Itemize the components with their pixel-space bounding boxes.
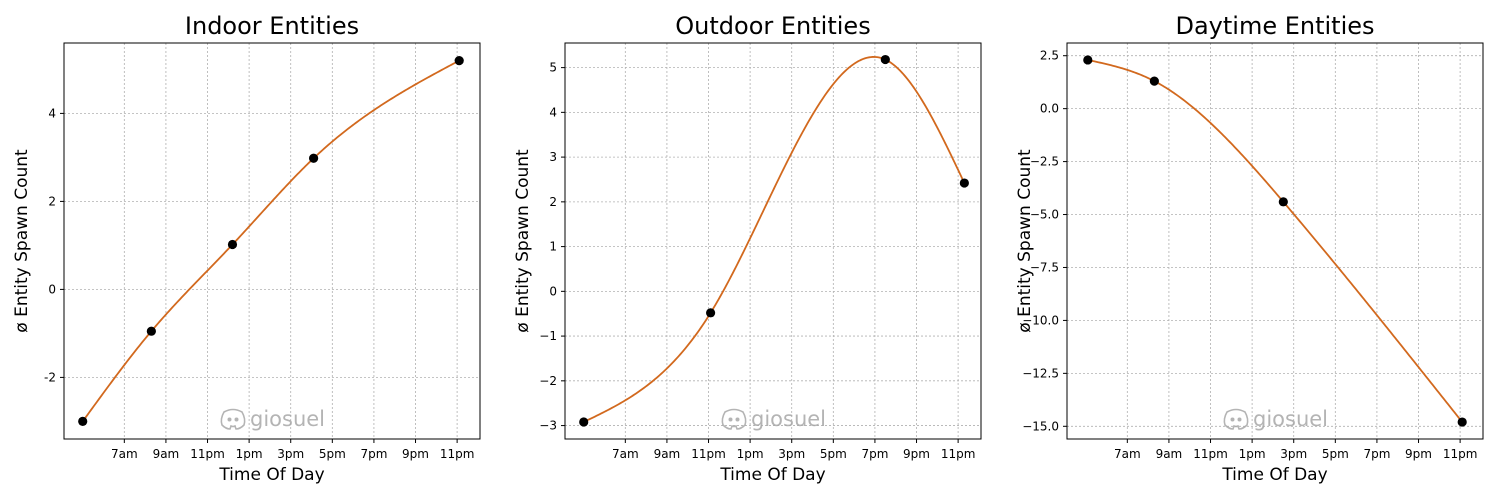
x-tick-label: 3pm — [277, 447, 304, 461]
x-axis-label: Time Of Day — [218, 465, 324, 485]
chart-panel-3: giosuel 7am 9am 11pm 1pm 3pm 5pm 7pm 9pm 11pm 2.5 0… — [1015, 12, 1484, 485]
y-tick-label: 0 — [48, 282, 56, 296]
chart-title: Outdoor Entities — [675, 12, 870, 40]
watermark: giosuel — [220, 407, 325, 431]
discord-icon — [721, 408, 747, 430]
x-tick-label: 7pm — [360, 447, 387, 461]
chart-panel-2: giosuel 7am 9am 11pm 1pm 3pm 5pm 7pm 9pm 11pm −3 −2… — [513, 12, 982, 485]
x-axis-label: Time Of Day — [719, 465, 825, 485]
watermark: giosuel — [721, 407, 826, 431]
x-tick-label: 9am — [654, 447, 681, 461]
data-point — [1149, 76, 1159, 86]
series-line — [1087, 59, 1463, 423]
data-point — [579, 417, 589, 427]
x-tick-label: 11pm — [1443, 447, 1478, 461]
x-tick-label: 1pm — [236, 447, 263, 461]
plot-area-frame — [564, 42, 982, 440]
series-line — [81, 59, 460, 422]
series-line — [583, 56, 966, 423]
x-tick-label: 9am — [153, 447, 180, 461]
x-tick-label: 11pm — [691, 447, 726, 461]
x-tick-label: 5pm — [820, 447, 847, 461]
x-tick-label: 11pm — [1193, 447, 1228, 461]
data-point — [309, 153, 319, 163]
x-tick-label: 5pm — [1322, 447, 1349, 461]
y-tick-label: −2.5 — [1030, 155, 1059, 169]
watermark-text: giosuel — [1253, 407, 1328, 431]
chart-title: Daytime Entities — [1175, 12, 1374, 40]
data-point — [880, 54, 890, 65]
y-tick-label: −7.5 — [1030, 260, 1059, 274]
watermark-text: giosuel — [751, 407, 826, 431]
x-tick-label: 1pm — [737, 447, 764, 461]
x-tick-label: 11pm — [190, 447, 225, 461]
y-axis-label: ø Entity Spawn Count — [1015, 149, 1035, 333]
y-tick-label: -2 — [44, 370, 56, 384]
x-tick-label: 9pm — [903, 447, 930, 461]
watermark-text: giosuel — [250, 407, 325, 431]
y-tick-label: 0.0 — [1040, 102, 1059, 116]
data-point — [146, 326, 156, 336]
x-axis-label: Time Of Day — [1221, 465, 1327, 485]
x-tick-label: 7pm — [1363, 447, 1390, 461]
data-point — [227, 239, 238, 250]
x-tick-label: 5pm — [319, 447, 346, 461]
plot-area-frame — [1066, 42, 1484, 440]
data-point — [78, 416, 88, 426]
chart-title: Indoor Entities — [185, 12, 359, 40]
y-tick-label: 4 — [48, 106, 56, 120]
y-tick-label: 4 — [549, 105, 557, 119]
data-point — [454, 56, 464, 66]
y-tick-label: 0 — [549, 284, 557, 298]
y-tick-label: −5.0 — [1030, 208, 1059, 222]
y-tick-label: −1 — [539, 329, 557, 343]
chart-panel-1: giosuel 7am 9am 11pm 1pm 3pm 5pm 7pm 9pm 11pm -2 0 2… — [12, 12, 481, 485]
data-point — [1457, 417, 1467, 427]
x-tick-label: 9am — [1156, 447, 1183, 461]
x-tick-label: 11pm — [440, 447, 475, 461]
data-point — [706, 308, 716, 318]
discord-icon — [1223, 408, 1249, 430]
x-tick-label: 11pm — [941, 447, 976, 461]
y-axis-label: ø Entity Spawn Count — [12, 149, 32, 333]
y-tick-label: −10.0 — [1022, 313, 1059, 327]
data-point — [959, 178, 969, 188]
y-tick-label: −2 — [539, 374, 557, 388]
x-tick-label: 7am — [1114, 447, 1141, 461]
data-point — [1083, 55, 1093, 65]
x-tick-label: 3pm — [778, 447, 805, 461]
y-tick-label: 1 — [549, 240, 557, 254]
y-tick-label: −15.0 — [1022, 419, 1059, 433]
x-tick-label: 1pm — [1239, 447, 1266, 461]
x-tick-label: 7pm — [861, 447, 888, 461]
data-point — [1278, 197, 1288, 207]
y-tick-label: −12.5 — [1022, 366, 1059, 380]
x-tick-label: 7am — [612, 447, 639, 461]
y-tick-label: 5 — [549, 61, 557, 75]
y-tick-label: −3 — [539, 419, 557, 433]
x-tick-label: 9pm — [402, 447, 429, 461]
discord-icon — [220, 408, 246, 430]
watermark: giosuel — [1223, 407, 1328, 431]
x-tick-label: 7am — [111, 447, 138, 461]
y-tick-label: 2.5 — [1040, 49, 1059, 63]
y-tick-label: 2 — [549, 195, 557, 209]
plot-area-frame — [63, 42, 481, 440]
y-axis-label: ø Entity Spawn Count — [513, 149, 533, 333]
y-tick-label: 2 — [48, 194, 56, 208]
x-tick-label: 3pm — [1280, 447, 1307, 461]
x-tick-label: 9pm — [1405, 447, 1432, 461]
y-tick-label: 3 — [549, 150, 557, 164]
